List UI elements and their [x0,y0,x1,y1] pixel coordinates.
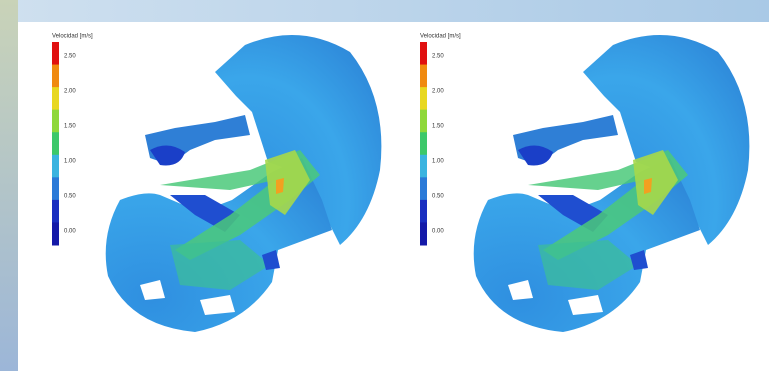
colorbar-tick-label: 2.50 [64,54,76,60]
colorbar-segment [420,132,427,155]
colorbar-segment [420,87,427,110]
colorbar-segment [52,87,59,110]
side-band [0,0,18,371]
colorbar-segment [420,222,427,245]
colorbar-segment [52,222,59,245]
colorbar-segment [420,110,427,133]
colorbar-segment [52,132,59,155]
panel: Velocidad [m/s] 2.50 2.00 1.50 1.00 0.50 0.00 [52,34,381,332]
colorbar-tick-label: 2.00 [64,89,76,95]
colorbar-tick-label: 0.50 [432,194,444,200]
colorbar-tick-label: 1.50 [64,124,76,130]
colorbar-segment [420,42,427,65]
colorbar-tick-label: 0.00 [432,229,444,235]
colorbar-segment [420,200,427,223]
colorbar-tick-label: 1.50 [432,124,444,130]
colorbar-segment [420,177,427,200]
colorbar-tick-label: 1.00 [432,159,444,165]
colorbar-tick-label: 0.00 [64,229,76,235]
legend-title: Velocidad [m/s] [52,34,93,40]
colorbar-segment [420,155,427,178]
velocity-field [474,35,750,332]
colorbar-tick-label: 1.00 [64,159,76,165]
colorbar-segment [52,177,59,200]
panels: Velocidad [m/s]2.502.001.501.000.500.00V… [52,34,749,332]
colorbar-tick-label: 2.50 [432,54,444,60]
top-band [0,0,769,22]
colorbar-tick-label: 2.00 [432,89,444,95]
colorbar-tick-label: 0.50 [64,194,76,200]
colorbar-segment [420,65,427,88]
colorbar-segment [52,110,59,133]
colorbar-segment [52,65,59,88]
colorbar-segment [52,155,59,178]
legend-title: Velocidad [m/s] [420,34,461,40]
slide: Velocidad [m/s]2.502.001.501.000.500.00V… [0,0,769,371]
panel: Velocidad [m/s] 2.50 2.00 1.50 1.00 0.50 0.00 [420,34,749,332]
colorbar-segment [52,200,59,223]
velocity-field [106,35,382,332]
colorbar-segment [52,42,59,65]
